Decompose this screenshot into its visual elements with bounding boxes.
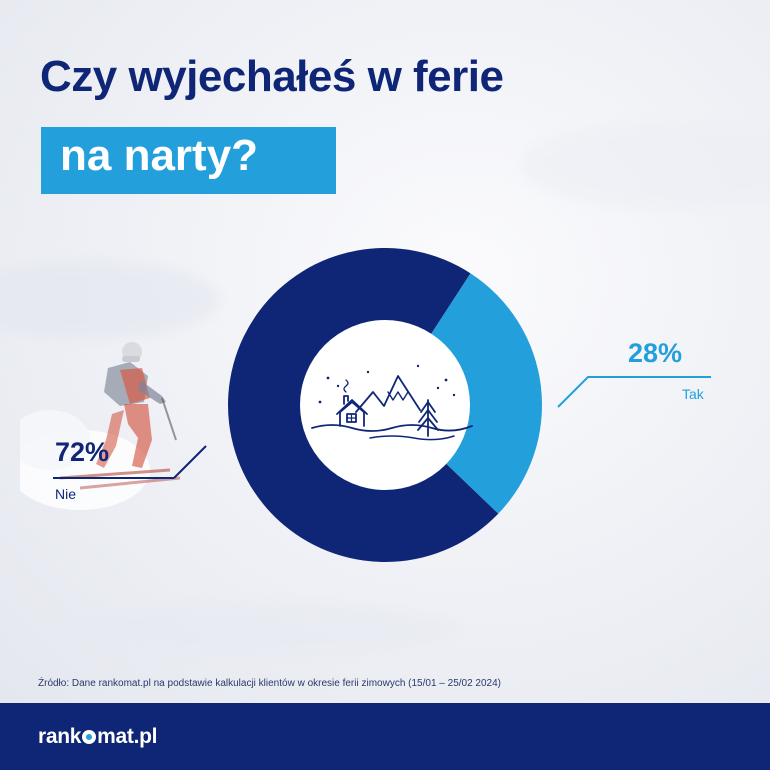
data-label-tak: 28% (628, 338, 683, 368)
source-note: Źródło: Dane rankomat.pl na podstawie ka… (38, 678, 502, 689)
logo-star-icon (82, 730, 97, 744)
winter-mountains-cabin-icon (311, 375, 473, 441)
title-highlight-box (41, 127, 336, 194)
snow-background (0, 0, 770, 703)
donut-chart (53, 248, 711, 563)
data-label-nie: 72% (55, 437, 110, 467)
tak-leader-line (557, 376, 711, 408)
chart-title-line1: Czy wyjechałeś w ferie (40, 52, 504, 101)
rankomat-logo[interactable]: rank mat.pl (38, 725, 158, 748)
skier-image (20, 342, 181, 510)
snowflakes-decoration (318, 364, 456, 404)
legend-label-tak: Tak (682, 386, 704, 402)
nie-leader-line (173, 445, 207, 479)
legend-label-nie: Nie (55, 486, 77, 502)
footer-bar: rank mat.pl (0, 703, 770, 770)
chart-title-line2: na narty? (60, 131, 259, 180)
